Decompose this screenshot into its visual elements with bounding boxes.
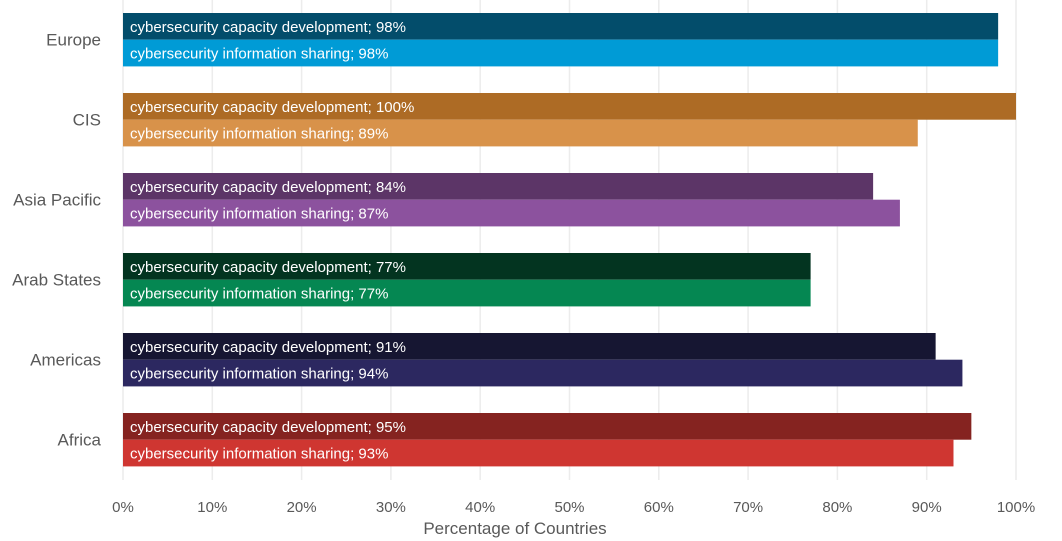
bar-data-label: cybersecurity capacity development; 77% — [130, 259, 406, 276]
x-tick-label: 90% — [912, 499, 942, 516]
bar — [123, 39, 999, 67]
bar — [123, 359, 963, 387]
bar — [123, 199, 900, 227]
x-axis-title: Percentage of Countries — [423, 519, 606, 538]
x-tick-label: 50% — [554, 499, 584, 516]
bar — [123, 119, 918, 147]
bars: cybersecurity capacity development; 98% c… — [123, 13, 1016, 467]
x-tick-label: 60% — [644, 499, 674, 516]
x-tick-label: 80% — [822, 499, 852, 516]
category-label: Africa — [58, 431, 102, 450]
x-tick-label: 70% — [733, 499, 763, 516]
bar-data-label: cybersecurity information sharing; 77% — [130, 286, 388, 303]
x-tick-label: 20% — [287, 499, 317, 516]
category-label: Arab States — [12, 271, 101, 290]
category-label: Asia Pacific — [13, 191, 101, 210]
category-label: Americas — [30, 351, 101, 370]
gridlines — [122, 0, 1017, 480]
category-label: CIS — [73, 111, 101, 130]
bar — [123, 439, 954, 467]
bar — [123, 279, 811, 307]
bar-data-label: cybersecurity information sharing; 87% — [130, 206, 388, 223]
x-tick-label: 10% — [197, 499, 227, 516]
bar — [123, 13, 999, 40]
x-tick-label: 100% — [997, 499, 1035, 516]
bar-data-label: cybersecurity information sharing; 89% — [130, 126, 388, 143]
bar — [123, 413, 972, 440]
bar-data-label: cybersecurity capacity development; 84% — [130, 179, 406, 196]
bar-data-label: cybersecurity capacity development; 95% — [130, 419, 406, 436]
bar-data-label: cybersecurity capacity development; 98% — [130, 19, 406, 36]
x-tick-label: 0% — [112, 499, 134, 516]
bar-data-label: cybersecurity capacity development; 100% — [130, 99, 414, 116]
category-labels: Europe CIS Asia Pacific Arab States Americas… — [12, 31, 101, 450]
bar — [123, 333, 936, 360]
bar-data-label: cybersecurity information sharing; 98% — [130, 46, 388, 63]
bar-data-label: cybersecurity capacity development; 91% — [130, 339, 406, 356]
x-tick-label: 40% — [465, 499, 495, 516]
bar — [123, 173, 874, 200]
x-tick-labels: 0% 10% 20% 30% 40% 50% 60% 70% 80% 90% 100% — [112, 499, 1035, 516]
bar — [123, 253, 811, 280]
bar — [123, 93, 1016, 120]
category-label: Europe — [46, 31, 101, 50]
bar-data-label: cybersecurity information sharing; 93% — [130, 446, 388, 463]
bar-data-label: cybersecurity information sharing; 94% — [130, 366, 388, 383]
x-tick-label: 30% — [376, 499, 406, 516]
